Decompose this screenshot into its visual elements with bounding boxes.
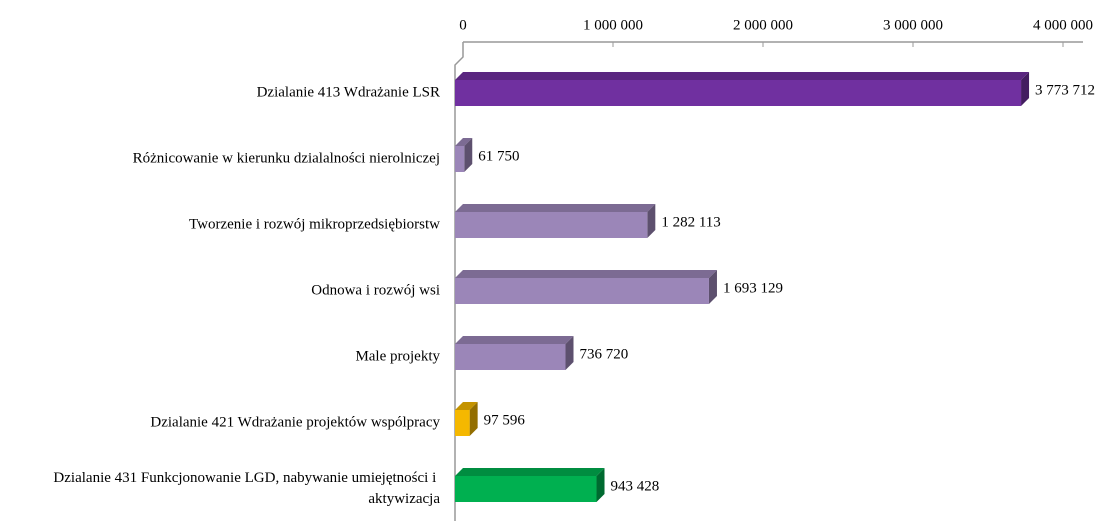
y-tick-label: Dzialanie 413 Wdrażanie LSR (257, 84, 440, 100)
bar (455, 402, 478, 436)
bar-side (464, 138, 473, 172)
bar-side (647, 204, 656, 238)
bar-top (455, 72, 1030, 80)
y-tick-label: Różnicowanie w kierunku dzialalności nie… (133, 150, 440, 166)
value-label: 1 282 113 (661, 214, 720, 230)
bar-side (1021, 72, 1030, 106)
bar (455, 468, 605, 502)
value-label: 943 428 (611, 478, 660, 494)
bar (455, 204, 656, 238)
y-tick-label: Dzialanie 421 Wdrażanie projektów wspólp… (150, 414, 440, 430)
bar-side (565, 336, 574, 370)
bar (455, 270, 717, 304)
x-tick-label: 0 (459, 17, 467, 33)
y-tick-label: Male projekty (355, 348, 440, 364)
bar-front (455, 278, 709, 304)
bar-front (455, 146, 465, 172)
y-tick-label: Odnowa i rozwój wsi (311, 282, 440, 298)
value-label: 3 773 712 (1035, 82, 1095, 98)
bar-side (469, 402, 478, 436)
x-tick-label: 2 000 000 (733, 17, 793, 33)
value-label: 736 720 (580, 346, 629, 362)
bar-top (455, 138, 473, 146)
bar (455, 336, 574, 370)
bar-front (455, 410, 470, 436)
bar (455, 72, 1030, 106)
bar-front (455, 212, 648, 238)
bar (455, 138, 473, 172)
x-tick-label: 3 000 000 (883, 17, 943, 33)
bar-top (455, 468, 605, 476)
bar-side (596, 468, 605, 502)
bar-side (708, 270, 717, 304)
bar-top (455, 204, 656, 212)
bar-top (455, 270, 717, 278)
y-tick-label: Dzialanie 431 Funkcjonowanie LGD, nabywa… (53, 470, 440, 507)
bar-front (455, 476, 597, 502)
value-label: 61 750 (478, 148, 519, 164)
x-tick-label: 1 000 000 (583, 17, 643, 33)
y-tick-label: Tworzenie i rozwój mikroprzedsiębiorstw (189, 216, 440, 232)
bar-front (455, 80, 1022, 106)
value-label: 1 693 129 (723, 280, 783, 296)
bar-top (455, 336, 574, 344)
x-tick-label: 4 000 000 (1033, 17, 1093, 33)
bar-front (455, 344, 566, 370)
bar-top (455, 402, 478, 410)
value-label: 97 596 (484, 412, 526, 428)
